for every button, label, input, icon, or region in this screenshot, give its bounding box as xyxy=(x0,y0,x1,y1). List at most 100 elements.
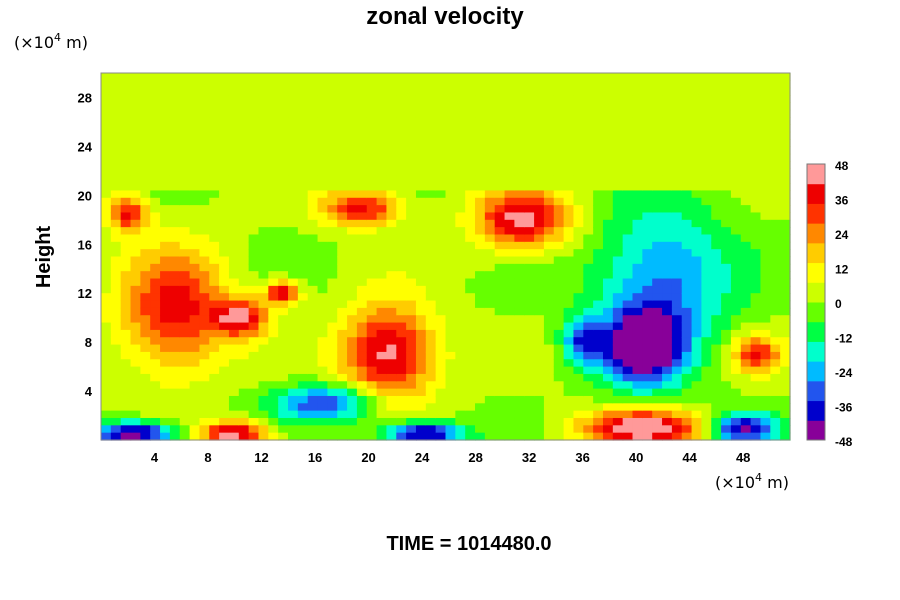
heatmap-cell xyxy=(780,388,791,397)
heatmap-cell xyxy=(248,175,260,184)
heatmap-cell xyxy=(583,278,594,287)
heatmap-cell xyxy=(632,249,643,258)
heatmap-cell xyxy=(356,285,368,294)
heatmap-cell xyxy=(730,73,742,81)
heatmap-cell xyxy=(602,403,614,412)
heatmap-cell xyxy=(711,117,722,125)
heatmap-cell xyxy=(750,417,762,426)
heatmap-cell xyxy=(228,344,240,353)
heatmap-cell xyxy=(179,285,191,294)
heatmap-cell xyxy=(455,117,466,125)
heatmap-cell xyxy=(760,417,771,426)
heatmap-cell xyxy=(642,403,653,412)
heatmap-cell xyxy=(160,293,171,302)
heatmap-cell xyxy=(356,146,368,155)
heatmap-cell xyxy=(160,153,171,162)
heatmap-cell xyxy=(327,175,338,184)
heatmap-cell xyxy=(248,395,260,404)
heatmap-cell xyxy=(228,351,240,360)
heatmap-cell xyxy=(740,381,752,390)
heatmap-cell xyxy=(327,271,338,280)
heatmap-cell xyxy=(543,263,555,272)
heatmap-cell xyxy=(130,366,141,375)
heatmap-cell xyxy=(504,146,515,155)
heatmap-cell xyxy=(297,256,309,265)
heatmap-cell xyxy=(484,190,496,199)
heatmap-cell xyxy=(543,95,555,103)
heatmap-cell xyxy=(563,241,575,250)
heatmap-cell xyxy=(288,109,299,118)
heatmap-cell xyxy=(406,139,417,147)
heatmap-cell xyxy=(563,102,575,111)
heatmap-cell xyxy=(101,403,112,412)
heatmap-cell xyxy=(415,153,427,162)
heatmap-cell xyxy=(110,205,122,214)
heatmap-cell xyxy=(415,351,427,360)
heatmap-cell xyxy=(297,417,309,426)
heatmap-cell xyxy=(730,205,742,214)
heatmap-cell xyxy=(356,153,368,162)
heatmap-cell xyxy=(711,95,722,103)
heatmap-cell xyxy=(169,227,181,236)
heatmap-cell xyxy=(120,256,132,265)
heatmap-cell xyxy=(573,417,584,426)
heatmap-cell xyxy=(169,241,181,250)
heatmap-cell xyxy=(563,388,575,397)
heatmap-cell xyxy=(671,263,683,272)
heatmap-cell xyxy=(110,307,122,316)
heatmap-cell xyxy=(238,183,250,192)
heatmap-cell xyxy=(238,117,250,125)
heatmap-cell xyxy=(593,124,604,133)
heatmap-cell xyxy=(691,95,703,103)
heatmap-cell xyxy=(406,395,417,404)
heatmap-cell xyxy=(445,212,456,221)
heatmap-cell xyxy=(415,102,427,111)
heatmap-cell xyxy=(475,425,486,434)
heatmap-cell xyxy=(455,373,466,382)
heatmap-cell xyxy=(366,395,378,404)
heatmap-cell xyxy=(288,212,299,221)
heatmap-cell xyxy=(475,293,486,302)
heatmap-cell xyxy=(484,410,496,419)
heatmap-cell xyxy=(120,359,132,368)
heatmap-cell xyxy=(169,95,181,103)
heatmap-cell xyxy=(465,212,476,221)
heatmap-cell xyxy=(494,256,506,265)
heatmap-cell xyxy=(475,183,486,192)
heatmap-cell xyxy=(110,95,122,103)
heatmap-cell xyxy=(219,432,230,441)
heatmap-cell xyxy=(435,359,447,368)
heatmap-cell xyxy=(740,293,752,302)
heatmap-cell xyxy=(602,293,614,302)
heatmap-cell xyxy=(691,410,703,419)
heatmap-cell xyxy=(691,146,703,155)
heatmap-cell xyxy=(524,410,535,419)
heatmap-cell xyxy=(199,161,210,170)
heatmap-cell xyxy=(297,146,309,155)
heatmap-cell xyxy=(760,256,771,265)
heatmap-cell xyxy=(494,205,506,214)
heatmap-cell xyxy=(760,373,771,382)
heatmap-cell xyxy=(691,263,703,272)
heatmap-cell xyxy=(573,322,584,331)
heatmap-cell xyxy=(455,263,466,272)
heatmap-cell xyxy=(386,373,397,382)
heatmap-cell xyxy=(652,73,663,81)
heatmap-cell xyxy=(101,109,112,118)
heatmap-cell xyxy=(711,307,722,316)
colorbar-swatch xyxy=(807,183,825,204)
heatmap-cell xyxy=(327,432,338,441)
heatmap-cell xyxy=(347,219,358,228)
heatmap-cell xyxy=(465,395,476,404)
heatmap-cell xyxy=(219,234,230,243)
heatmap-cell xyxy=(278,80,289,89)
heatmap-cell xyxy=(415,388,427,397)
heatmap-cell xyxy=(681,190,693,199)
heatmap-cell xyxy=(248,153,260,162)
heatmap-cell xyxy=(445,168,456,177)
heatmap-cell xyxy=(632,337,643,346)
heatmap-cell xyxy=(406,329,417,338)
heatmap-cell xyxy=(553,227,565,236)
heatmap-cell xyxy=(130,124,141,133)
heatmap-cell xyxy=(219,183,230,192)
